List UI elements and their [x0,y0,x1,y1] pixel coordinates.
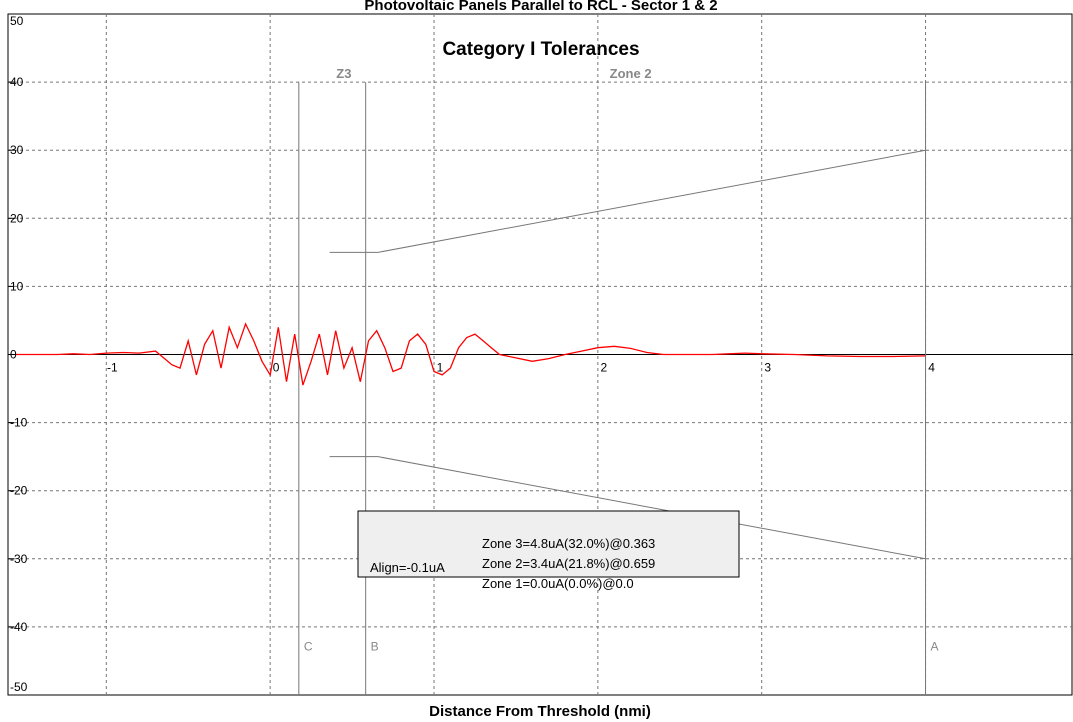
x-tick-label: 0 [273,361,280,375]
y-tick-label: 50 [10,14,24,28]
zone-label: Z3 [336,66,351,81]
stats-box-frame [357,510,740,578]
y-tick-label: -10 [10,416,28,430]
stats-box: Align=-0.1uA Zone 3=4.8uA(32.0%)@0.363 Z… [357,510,740,591]
y-tick-label: 40 [10,75,24,89]
tolerance-upper-line [329,149,926,253]
chart-subtitle: Category I Tolerances [442,39,639,60]
stats-align: Align=-0.1uA [370,560,445,575]
x-axis-label: Distance From Threshold (nmi) [429,703,651,720]
y-tick-label: 10 [10,279,24,293]
series-line [16,322,926,386]
x-tick-label: 3 [764,361,771,375]
zone-boundary-label: C [304,640,313,654]
x-tick-label: -1 [107,361,118,375]
x-tick-label: 1 [437,361,444,375]
stats-zone3: Zone 3=4.8uA(32.0%)@0.363 [482,536,655,551]
zone-boundary-label: B [371,640,379,654]
stats-zone1: Zone 1=0.0uA(0.0%)@0.0 [482,576,634,591]
x-tick-label: 2 [601,361,608,375]
zone-boundary-label: A [931,640,939,654]
y-tick-label: -50 [10,680,28,694]
zone-label: Zone 2 [610,66,652,81]
y-tick-label: -30 [10,552,28,566]
chart-title: Photovoltaic Panels Parallel to RCL - Se… [364,0,717,14]
stats-zone2: Zone 2=3.4uA(21.8%)@0.659 [482,556,655,571]
y-tick-label: -20 [10,484,28,498]
tolerance-lower-line [329,456,926,560]
y-tick-label: -40 [10,620,28,634]
y-tick-label: 30 [10,143,24,157]
x-tick-label: 4 [928,361,935,375]
y-tick-label: 20 [10,211,24,225]
